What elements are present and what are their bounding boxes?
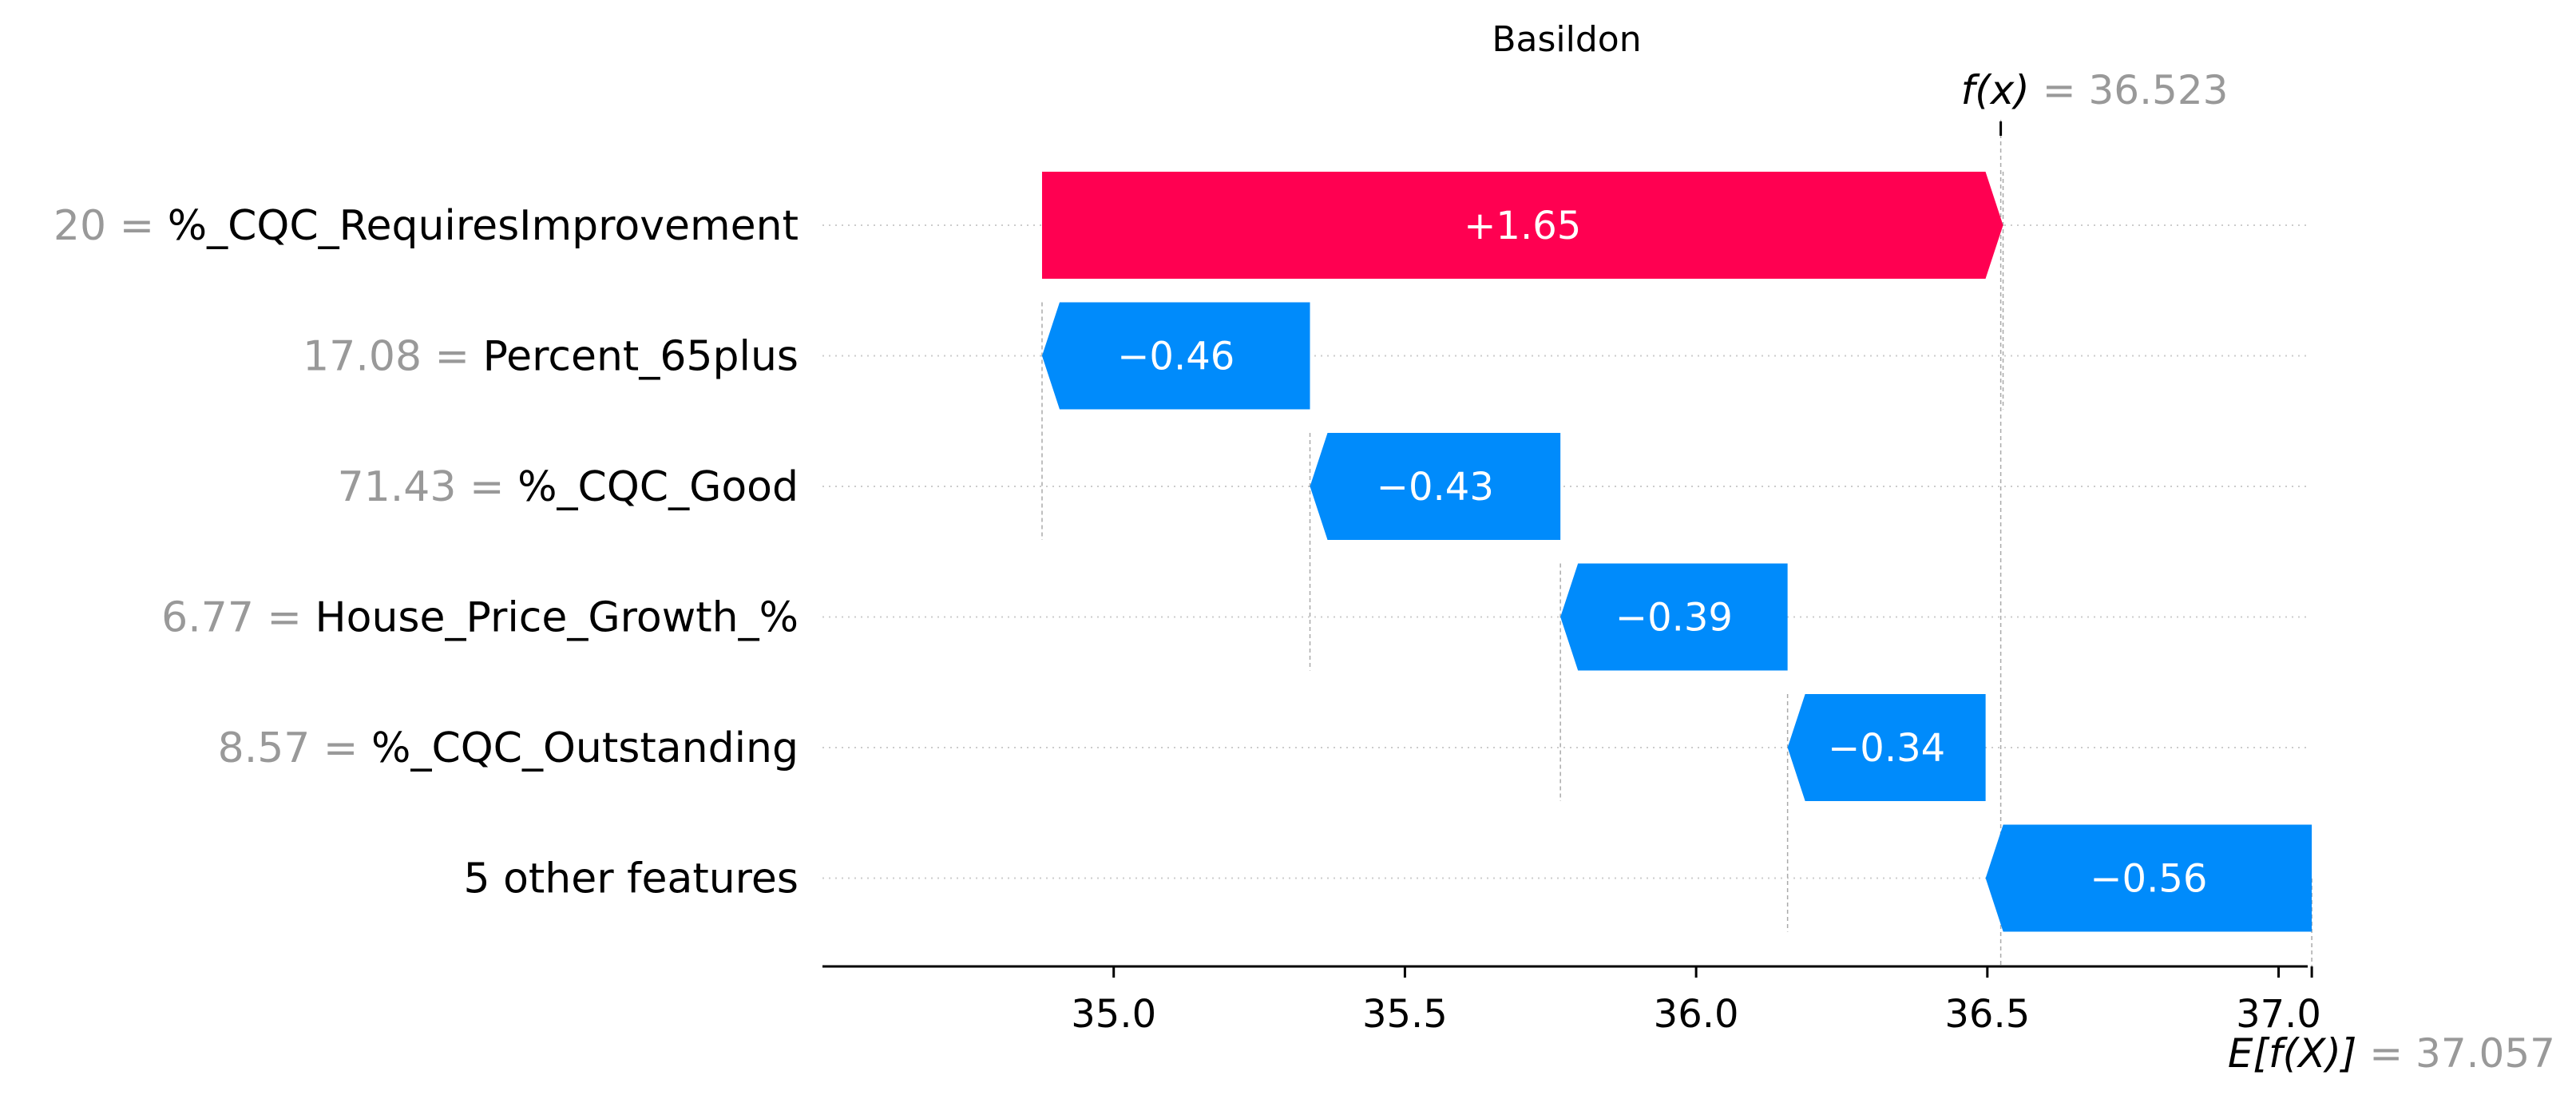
feature-labels: 20 = %_CQC_RequiresImprovement 17.08 = Pe… <box>54 202 799 903</box>
fx-annotation-label: f(x) = 36.523 <box>1961 67 2229 113</box>
efx-annotation-label: E[f(X)] = 37.057 <box>2228 1030 2555 1077</box>
bar-value-label: −0.39 <box>1615 596 1733 641</box>
negative-bar <box>1985 824 2312 932</box>
negative-bar <box>1560 563 1788 671</box>
feature-label: 20 = %_CQC_RequiresImprovement <box>54 202 799 250</box>
feature-label: 8.57 = %_CQC_Outstanding <box>218 724 799 772</box>
grid-lines <box>822 224 2308 879</box>
x-tick-label: 35.0 <box>1071 992 1156 1037</box>
bar-value-label: −0.43 <box>1377 465 1494 510</box>
x-tick-label: 36.0 <box>1654 992 1739 1037</box>
connector-lines <box>1041 120 2312 966</box>
bar-value-label: −0.46 <box>1117 335 1234 379</box>
positive-bar <box>1041 172 2003 279</box>
x-tick-label: 35.5 <box>1362 992 1448 1037</box>
x-axis: 35.0 35.5 36.0 36.5 37.0 <box>822 121 2321 1037</box>
negative-bar <box>1787 694 1986 801</box>
fx-annotation: f(x) = 36.523 E[f(X)] = 37.057 <box>1961 67 2555 1077</box>
chart-title: Basildon <box>1492 19 1641 60</box>
bar-value-label: −0.34 <box>1828 726 1945 771</box>
x-tick-label: 37.0 <box>2236 992 2321 1037</box>
bar-value-label: −0.56 <box>2090 857 2207 902</box>
negative-bar <box>1310 433 1561 540</box>
bar-value-label: +1.65 <box>1464 204 1581 248</box>
bars: +1.65 −0.46 −0.43 −0.39 −0.34 −0.56 <box>1041 172 2312 932</box>
feature-label: 17.08 = Percent_65plus <box>303 333 799 381</box>
feature-label: 71.43 = %_CQC_Good <box>338 463 799 511</box>
x-tick-label: 36.5 <box>1944 992 2030 1037</box>
negative-bar <box>1041 302 1310 410</box>
feature-label: 5 other features <box>463 855 799 903</box>
feature-label: 6.77 = House_Price_Growth_% <box>161 594 799 642</box>
